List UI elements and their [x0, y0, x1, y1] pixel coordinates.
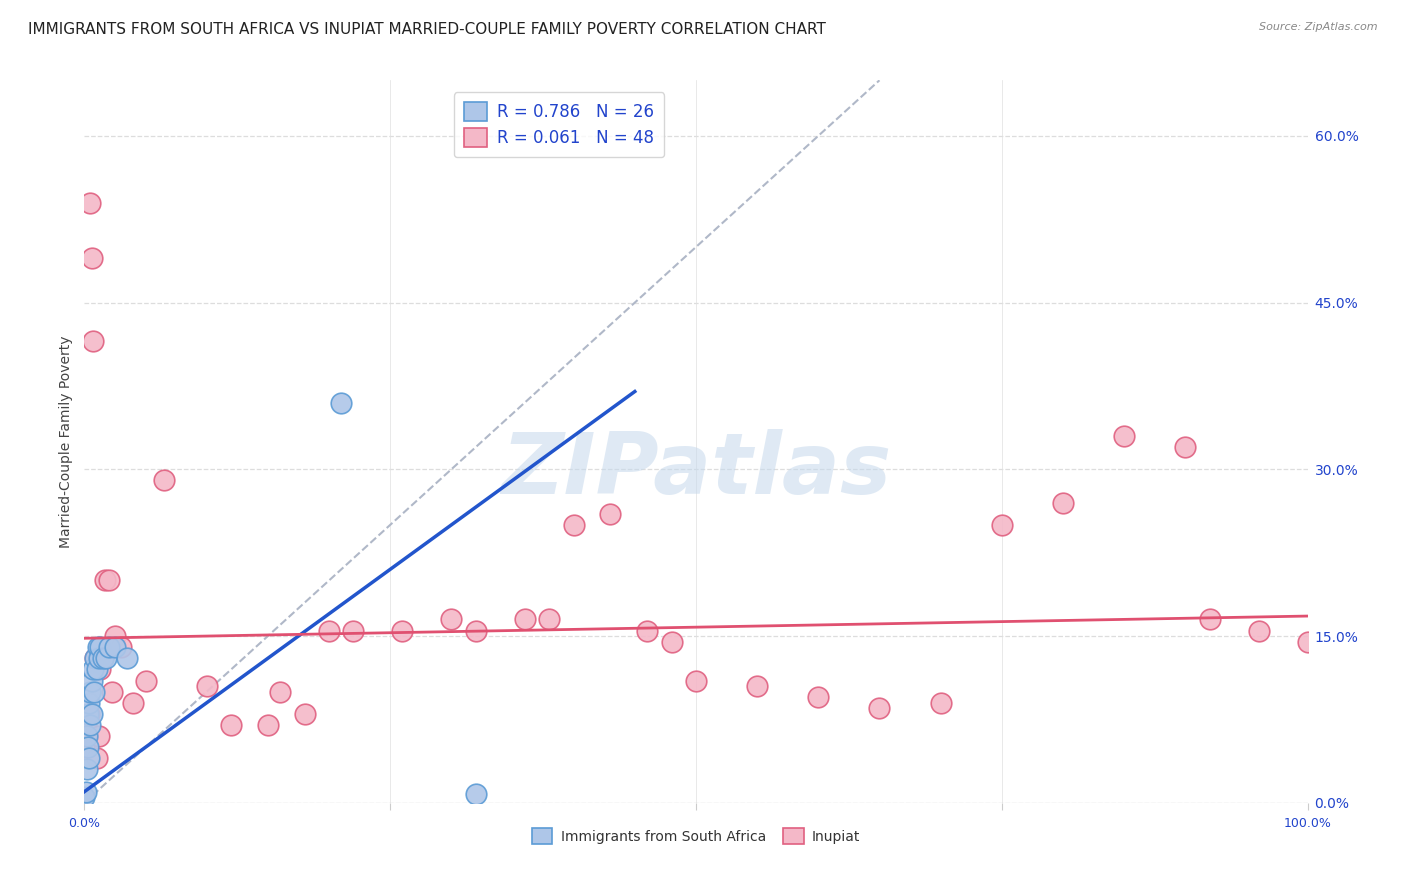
Point: [91, 651, 114, 665]
Point: [342, 624, 364, 638]
Point: [1114, 429, 1136, 443]
Point: [294, 706, 316, 721]
Point: [79, 195, 101, 210]
Point: [257, 718, 280, 732]
Point: [101, 684, 124, 698]
Point: [807, 690, 830, 705]
Point: [87, 729, 110, 743]
Y-axis label: Married-Couple Family Poverty: Married-Couple Family Poverty: [59, 335, 73, 548]
Point: [84, 651, 107, 665]
Point: [80, 706, 103, 721]
Point: [440, 612, 463, 626]
Point: [1052, 496, 1074, 510]
Point: [89, 662, 111, 676]
Point: [269, 684, 291, 698]
Point: [97, 574, 120, 588]
Point: [76, 763, 98, 777]
Point: [89, 640, 111, 655]
Point: [87, 651, 110, 665]
Point: [77, 740, 100, 755]
Point: [77, 751, 100, 765]
Point: [104, 629, 127, 643]
Point: [513, 612, 536, 626]
Point: [1174, 440, 1197, 454]
Point: [80, 251, 103, 265]
Point: [661, 634, 683, 648]
Point: [747, 679, 769, 693]
Point: [1296, 634, 1319, 648]
Point: [330, 395, 353, 409]
Point: [73, 740, 96, 755]
Point: [1247, 624, 1270, 638]
Legend: Immigrants from South Africa, Inupiat: Immigrants from South Africa, Inupiat: [526, 823, 866, 850]
Point: [75, 785, 97, 799]
Point: [87, 640, 110, 655]
Point: [219, 718, 242, 732]
Point: [869, 701, 891, 715]
Point: [76, 729, 98, 743]
Point: [135, 673, 157, 688]
Point: [115, 651, 138, 665]
Point: [991, 517, 1014, 532]
Point: [80, 673, 103, 688]
Point: [84, 651, 107, 665]
Point: [464, 624, 486, 638]
Text: Source: ZipAtlas.com: Source: ZipAtlas.com: [1260, 22, 1378, 32]
Point: [104, 640, 127, 655]
Point: [464, 787, 486, 801]
Point: [77, 706, 100, 721]
Point: [79, 684, 101, 698]
Point: [153, 474, 176, 488]
Text: IMMIGRANTS FROM SOUTH AFRICA VS INUPIAT MARRIED-COUPLE FAMILY POVERTY CORRELATIO: IMMIGRANTS FROM SOUTH AFRICA VS INUPIAT …: [28, 22, 825, 37]
Point: [110, 640, 132, 655]
Point: [82, 334, 104, 349]
Point: [94, 574, 117, 588]
Text: ZIPatlas: ZIPatlas: [501, 429, 891, 512]
Point: [86, 662, 108, 676]
Point: [76, 729, 98, 743]
Point: [79, 718, 101, 732]
Point: [318, 624, 340, 638]
Point: [1198, 612, 1220, 626]
Point: [91, 651, 114, 665]
Point: [562, 517, 585, 532]
Point: [391, 624, 413, 638]
Point: [685, 673, 707, 688]
Point: [82, 662, 104, 676]
Point: [195, 679, 218, 693]
Point: [86, 751, 108, 765]
Point: [122, 696, 145, 710]
Point: [929, 696, 952, 710]
Point: [77, 706, 100, 721]
Point: [636, 624, 658, 638]
Point: [73, 790, 96, 805]
Point: [77, 696, 100, 710]
Point: [97, 640, 120, 655]
Point: [599, 507, 621, 521]
Point: [96, 651, 118, 665]
Point: [75, 718, 97, 732]
Point: [538, 612, 561, 626]
Point: [83, 684, 105, 698]
